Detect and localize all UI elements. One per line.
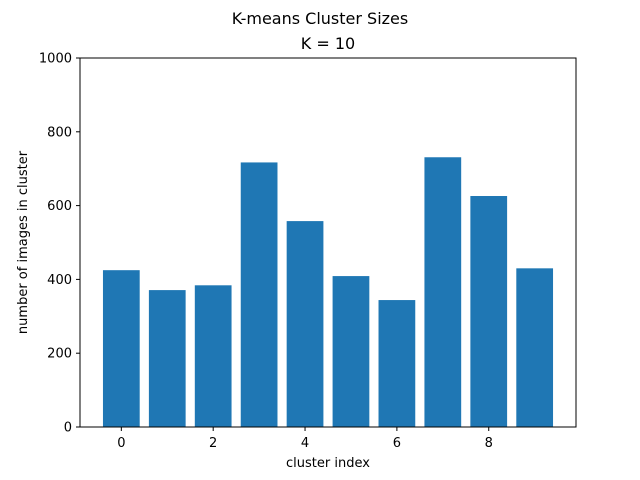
bars-group bbox=[102, 157, 554, 427]
x-tick-label: 6 bbox=[393, 436, 401, 451]
bar-cluster-2 bbox=[194, 285, 232, 427]
bar-cluster-3 bbox=[240, 162, 278, 427]
bar-cluster-9 bbox=[516, 268, 554, 427]
y-axis-ticks: 0 200 400 600 800 1000 bbox=[39, 52, 80, 436]
bar-cluster-0 bbox=[102, 270, 140, 427]
y-tick-label: 1000 bbox=[39, 52, 72, 67]
x-tick-label: 4 bbox=[301, 436, 309, 451]
x-tick-label: 8 bbox=[485, 436, 493, 451]
bar-cluster-6 bbox=[378, 300, 416, 427]
bar-cluster-4 bbox=[286, 221, 324, 427]
y-tick-label: 800 bbox=[47, 125, 72, 140]
y-tick-label: 400 bbox=[47, 273, 72, 288]
chart-title: K = 10 bbox=[301, 34, 355, 53]
bar-cluster-1 bbox=[148, 290, 186, 427]
bar-cluster-8 bbox=[470, 196, 508, 427]
y-tick-label: 600 bbox=[47, 199, 72, 214]
y-tick-label: 0 bbox=[64, 421, 72, 436]
x-tick-label: 0 bbox=[117, 436, 125, 451]
x-tick-label: 2 bbox=[209, 436, 217, 451]
bar-cluster-7 bbox=[424, 157, 462, 427]
y-axis-label: number of images in cluster bbox=[16, 150, 31, 334]
x-axis-label: cluster index bbox=[286, 456, 370, 471]
bar-cluster-5 bbox=[332, 276, 370, 427]
x-axis-ticks: 0 2 4 6 8 bbox=[117, 427, 493, 451]
chart-suptitle: K-means Cluster Sizes bbox=[232, 9, 408, 28]
plot-frame bbox=[79, 57, 577, 428]
y-tick-label: 200 bbox=[47, 347, 72, 362]
